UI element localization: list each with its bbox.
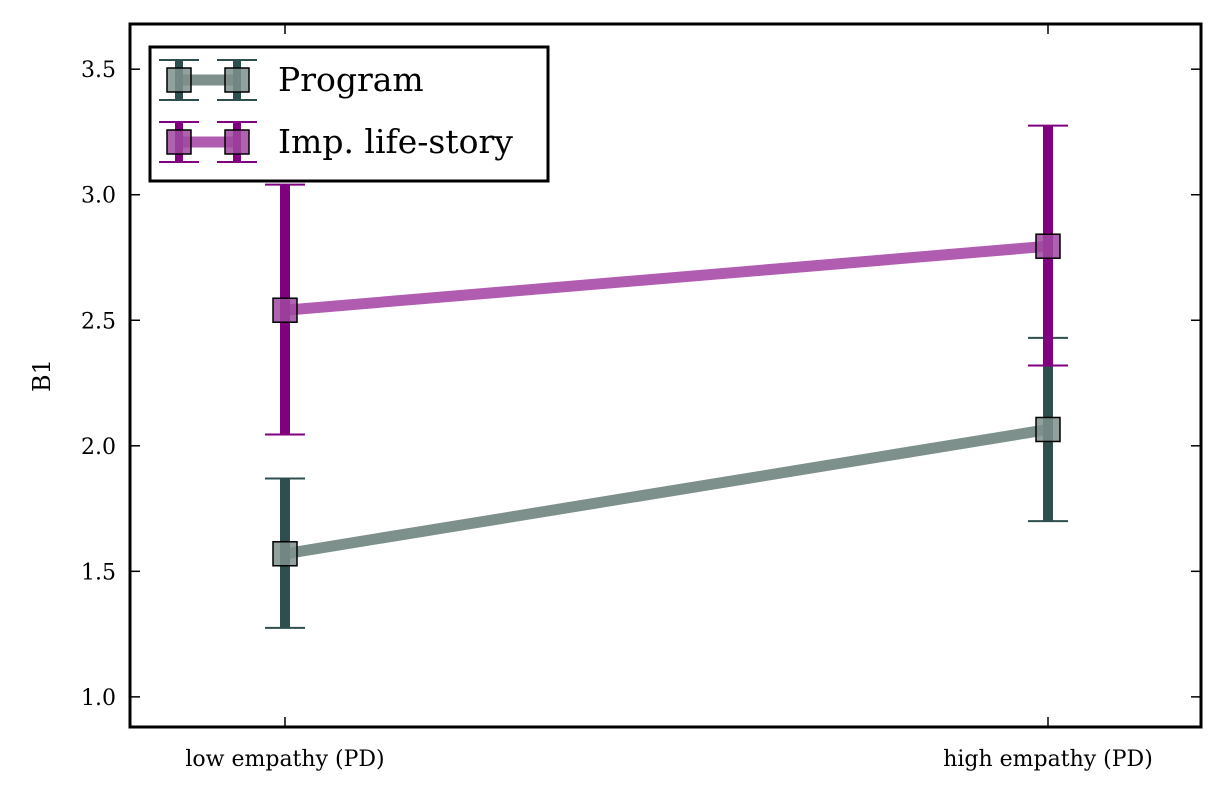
legend-marker [224, 67, 250, 93]
data-point [272, 541, 298, 567]
legend-box [148, 45, 550, 183]
legend-item-0: Program [159, 59, 424, 101]
legend-marker [224, 129, 250, 155]
legend: Program Imp. life-story [148, 45, 550, 183]
y-tick-label: 3.5 [81, 58, 116, 83]
legend-marker [166, 129, 192, 155]
plot-area [265, 124, 1068, 629]
data-point [272, 297, 298, 323]
series-0 [265, 336, 1068, 629]
legend-marker [166, 67, 192, 93]
plot-frame [128, 22, 1203, 729]
legend-label: Imp. life-story [278, 122, 513, 161]
y-tick-label: 2.5 [81, 309, 116, 334]
y-tick-label: 1.5 [81, 560, 116, 585]
legend-item-1: Imp. life-story [159, 121, 513, 163]
data-point [1035, 233, 1061, 259]
series-1 [265, 124, 1068, 436]
series-line [284, 240, 1049, 316]
legend-label: Program [278, 60, 424, 99]
series-line [284, 424, 1049, 560]
y-tick-label: 1.0 [81, 686, 116, 711]
axes: 1.0 1.5 2.0 2.5 3.0 3.5 low empathy (PD) high e… [28, 22, 1203, 772]
x-tick-label: low empathy (PD) [185, 747, 384, 772]
y-axis-label: B1 [28, 359, 56, 392]
data-point [1035, 416, 1061, 443]
x-tick-label: high empathy (PD) [943, 747, 1153, 772]
y-tick-label: 3.0 [81, 184, 116, 209]
y-tick-label: 2.0 [81, 435, 116, 460]
